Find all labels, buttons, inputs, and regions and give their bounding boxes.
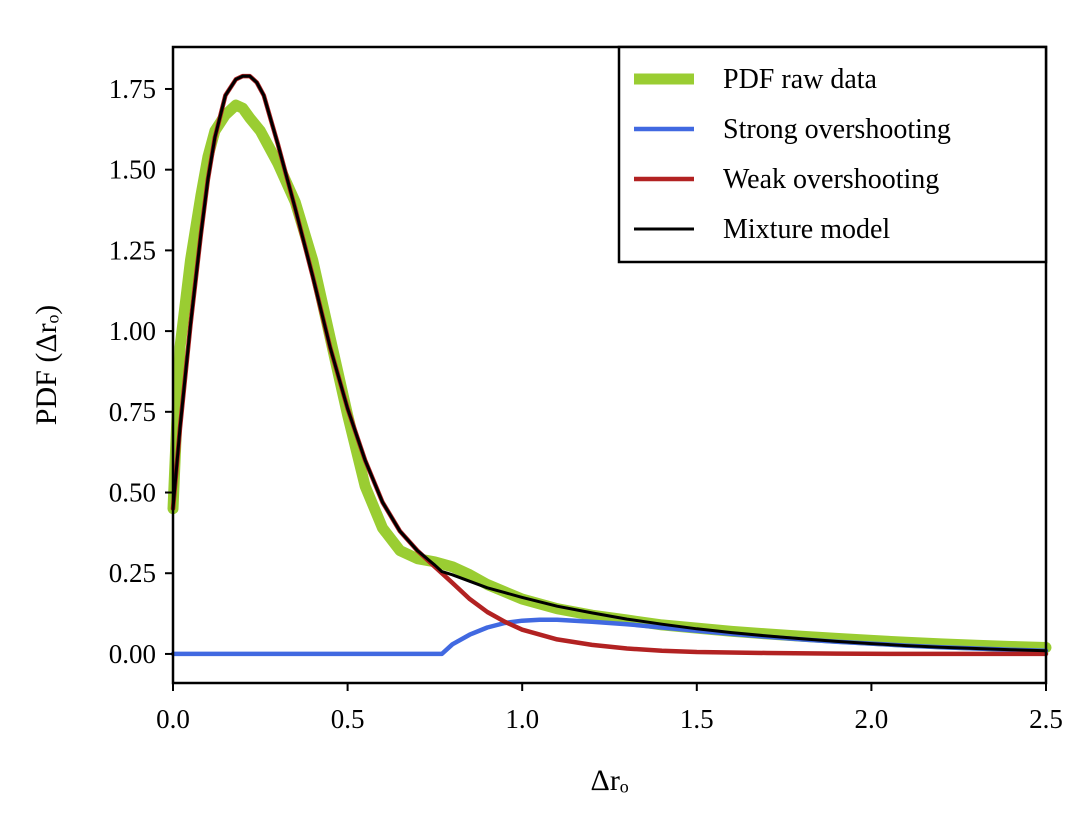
series-line-mixture-model <box>171 74 1048 653</box>
y-tick-label: 0.00 <box>109 639 156 669</box>
x-tick-label: 2.0 <box>855 704 889 734</box>
y-tick-label: 1.75 <box>109 74 156 104</box>
x-tick-label: 0.0 <box>156 704 190 734</box>
series-layer <box>167 73 1052 657</box>
legend-label-strong-overshooting: Strong overshooting <box>723 114 951 145</box>
y-tick-label: 0.25 <box>109 558 156 588</box>
y-tick-label: 0.75 <box>109 397 156 427</box>
x-axis-label: Δrₒ <box>591 764 629 797</box>
x-tick-label: 1.0 <box>505 704 539 734</box>
y-tick-label: 1.25 <box>109 235 156 265</box>
y-axis-label: PDF (Δrₒ) <box>30 305 63 425</box>
x-tick-label: 0.5 <box>331 704 365 734</box>
legend-label-weak-overshooting: Weak overshooting <box>723 164 939 195</box>
y-tick-label: 1.50 <box>109 155 156 185</box>
y-tick-label: 1.00 <box>109 316 156 346</box>
plot-frame <box>171 45 1048 685</box>
x-tick-label: 1.5 <box>680 704 714 734</box>
x-tick-label: 2.5 <box>1029 704 1063 734</box>
legend-label-mixture-model: Mixture model <box>723 214 890 245</box>
legend: PDF raw data Strong overshooting Weak over… <box>617 45 1048 264</box>
ticks-layer: 0.0 0.5 1.0 1.5 2.0 2.5 0.00 0.25 0.50 0.75 1.00 1.… <box>109 74 1063 734</box>
legend-label-pdf-raw-data: PDF raw data <box>723 64 878 95</box>
y-tick-label: 0.50 <box>109 478 156 508</box>
